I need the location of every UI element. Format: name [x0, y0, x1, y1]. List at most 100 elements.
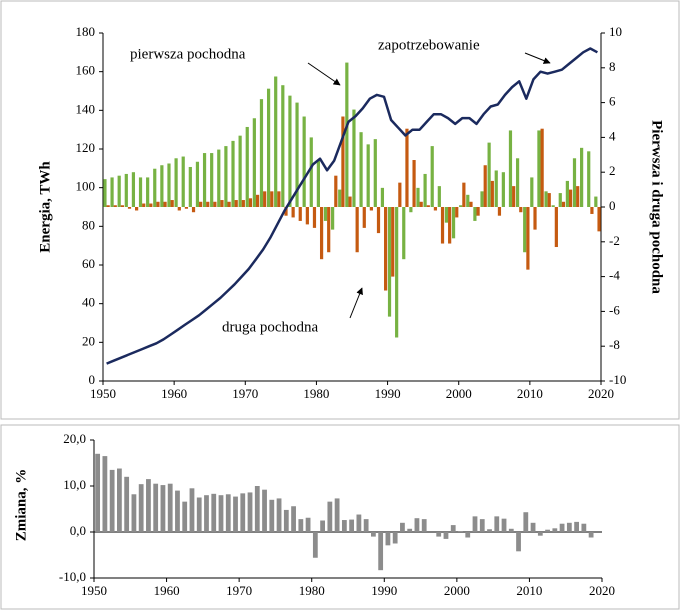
- bar: [479, 519, 485, 532]
- bar: [437, 186, 441, 207]
- y2-tick-label: 8: [609, 59, 616, 74]
- y2-tick-label: -2: [609, 233, 620, 248]
- bar: [516, 532, 521, 552]
- annotation: zapotrzebowanie: [378, 37, 480, 53]
- bar: [316, 160, 320, 207]
- bar: [113, 205, 117, 207]
- bar: [331, 207, 335, 230]
- bar: [581, 523, 587, 532]
- x-tick-label: 1980: [303, 386, 329, 401]
- bar: [508, 130, 513, 207]
- bar: [106, 205, 110, 207]
- bar: [295, 102, 299, 207]
- bar: [469, 201, 473, 207]
- x-tick-label: 2020: [589, 583, 615, 598]
- bar: [182, 501, 188, 532]
- bar: [558, 193, 562, 207]
- bar: [566, 522, 572, 532]
- bar: [184, 207, 189, 209]
- bar: [523, 512, 529, 532]
- bar: [444, 207, 449, 223]
- bar: [127, 207, 132, 209]
- y2-tick-label: -6: [609, 302, 620, 317]
- bar: [426, 205, 430, 207]
- bar: [512, 186, 516, 207]
- y2-tick-label: -8: [609, 337, 620, 352]
- bar: [590, 207, 594, 214]
- bar: [508, 528, 514, 532]
- y2-tick-label: 6: [609, 94, 616, 109]
- bar: [195, 161, 200, 207]
- bar: [363, 519, 369, 532]
- bar: [384, 207, 388, 291]
- bar: [552, 528, 558, 532]
- bar: [199, 201, 203, 207]
- bar: [259, 99, 264, 207]
- y-tick-label: -10,0: [59, 569, 86, 584]
- bar: [526, 207, 530, 270]
- bar: [349, 519, 355, 532]
- bar: [494, 516, 500, 532]
- bar: [291, 506, 296, 532]
- bar: [225, 494, 231, 532]
- bar: [170, 200, 174, 207]
- bar: [218, 495, 224, 532]
- bar: [490, 180, 494, 207]
- annotation: pierwsza pochodna: [130, 46, 246, 62]
- bar: [458, 531, 463, 532]
- bar: [323, 207, 328, 221]
- bar: [423, 173, 427, 207]
- bar: [366, 144, 370, 207]
- y-tick-label: 0: [89, 372, 96, 387]
- bar: [288, 95, 292, 207]
- bar: [385, 532, 391, 546]
- y-tick-label: 180: [76, 24, 96, 39]
- bar: [547, 193, 551, 207]
- x-tick-label: 1990: [375, 386, 401, 401]
- bar: [160, 485, 166, 532]
- bar: [153, 168, 157, 207]
- bar: [135, 207, 139, 211]
- bar: [559, 523, 565, 532]
- y2-tick-label: 0: [609, 198, 616, 213]
- bar: [291, 207, 295, 218]
- bar: [433, 207, 438, 211]
- bar: [356, 514, 362, 532]
- top-chart: 0 20 40 60 80 100 120 140 160 180 -10 -8 -6 -4 -2 0 2 4 6 8…: [76, 24, 627, 401]
- bar: [234, 200, 238, 207]
- bar: [167, 483, 173, 532]
- bar: [537, 130, 541, 207]
- bar: [398, 182, 402, 207]
- bar: [319, 207, 324, 260]
- bar: [117, 468, 122, 532]
- bar: [276, 498, 282, 532]
- y2-tick-label: -4: [609, 268, 620, 283]
- bar: [102, 456, 108, 532]
- annotation-arrow: [349, 287, 363, 319]
- bar: [312, 532, 318, 558]
- x-tick-label: 1990: [371, 583, 397, 598]
- bar: [544, 191, 548, 207]
- bar: [110, 177, 114, 207]
- y2-tick-label: 4: [609, 128, 616, 143]
- x-tick-label: 2010: [516, 583, 542, 598]
- bar: [414, 518, 420, 532]
- x-tick-label: 2000: [446, 386, 472, 401]
- bar: [494, 170, 498, 207]
- bar: [594, 196, 598, 207]
- bar: [465, 532, 471, 538]
- bar: [576, 186, 580, 207]
- bar: [419, 201, 423, 207]
- bar: [450, 525, 456, 532]
- bar: [213, 201, 217, 207]
- bar: [283, 509, 289, 532]
- bar: [487, 529, 492, 532]
- y-tick-label: 20,0: [63, 431, 86, 446]
- bar: [341, 520, 347, 532]
- bar: [305, 207, 309, 225]
- x-tick-label: 2010: [517, 386, 543, 401]
- bar: [523, 207, 527, 253]
- bar: [238, 135, 242, 207]
- bar: [380, 187, 385, 207]
